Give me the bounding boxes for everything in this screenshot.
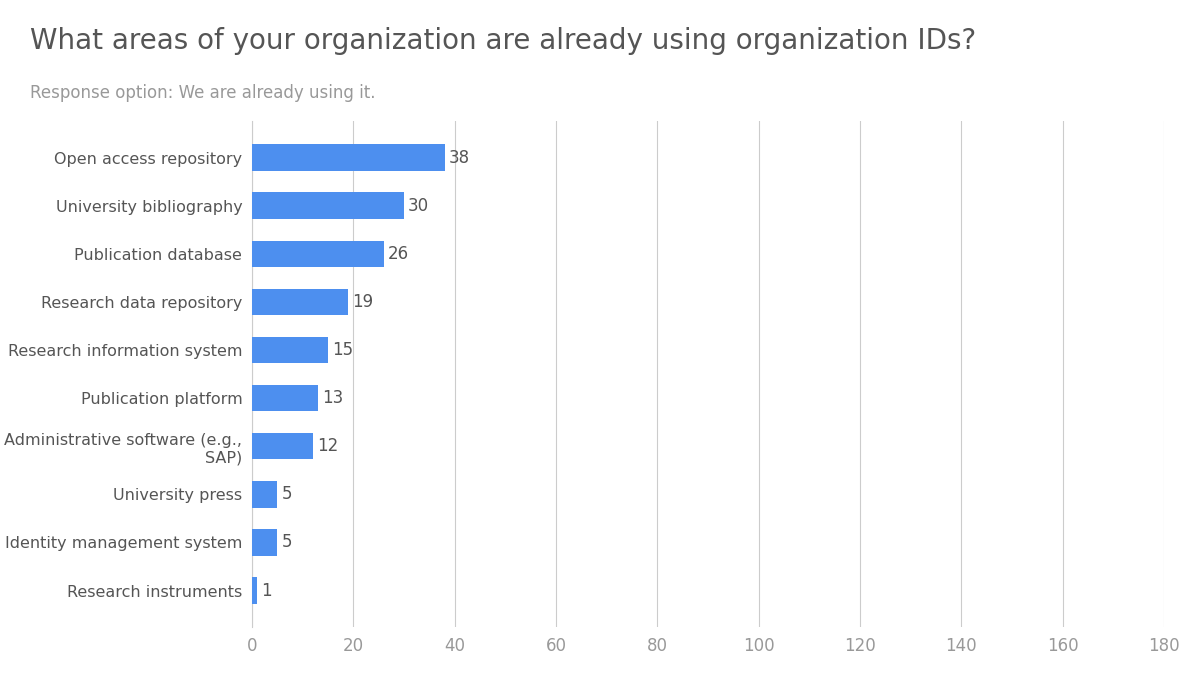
- Text: What areas of your organization are already using organization IDs?: What areas of your organization are alre…: [30, 27, 977, 55]
- Bar: [252, 433, 313, 460]
- Bar: [252, 385, 318, 411]
- Text: 5: 5: [281, 534, 292, 551]
- Text: 13: 13: [322, 389, 343, 407]
- Bar: [252, 337, 328, 363]
- Text: 30: 30: [408, 197, 430, 214]
- Bar: [252, 529, 277, 556]
- Bar: [252, 288, 348, 315]
- Text: 5: 5: [281, 485, 292, 503]
- Bar: [252, 481, 277, 508]
- Text: 1: 1: [262, 582, 271, 600]
- Bar: [252, 241, 384, 267]
- Bar: [252, 578, 257, 604]
- Text: 12: 12: [317, 437, 338, 455]
- Bar: [252, 144, 444, 171]
- Text: Response option: We are already using it.: Response option: We are already using it…: [30, 84, 376, 102]
- Text: 19: 19: [353, 293, 373, 311]
- Text: 38: 38: [449, 148, 469, 166]
- Text: 15: 15: [332, 341, 353, 359]
- Bar: [252, 192, 404, 219]
- Text: 26: 26: [388, 245, 409, 263]
